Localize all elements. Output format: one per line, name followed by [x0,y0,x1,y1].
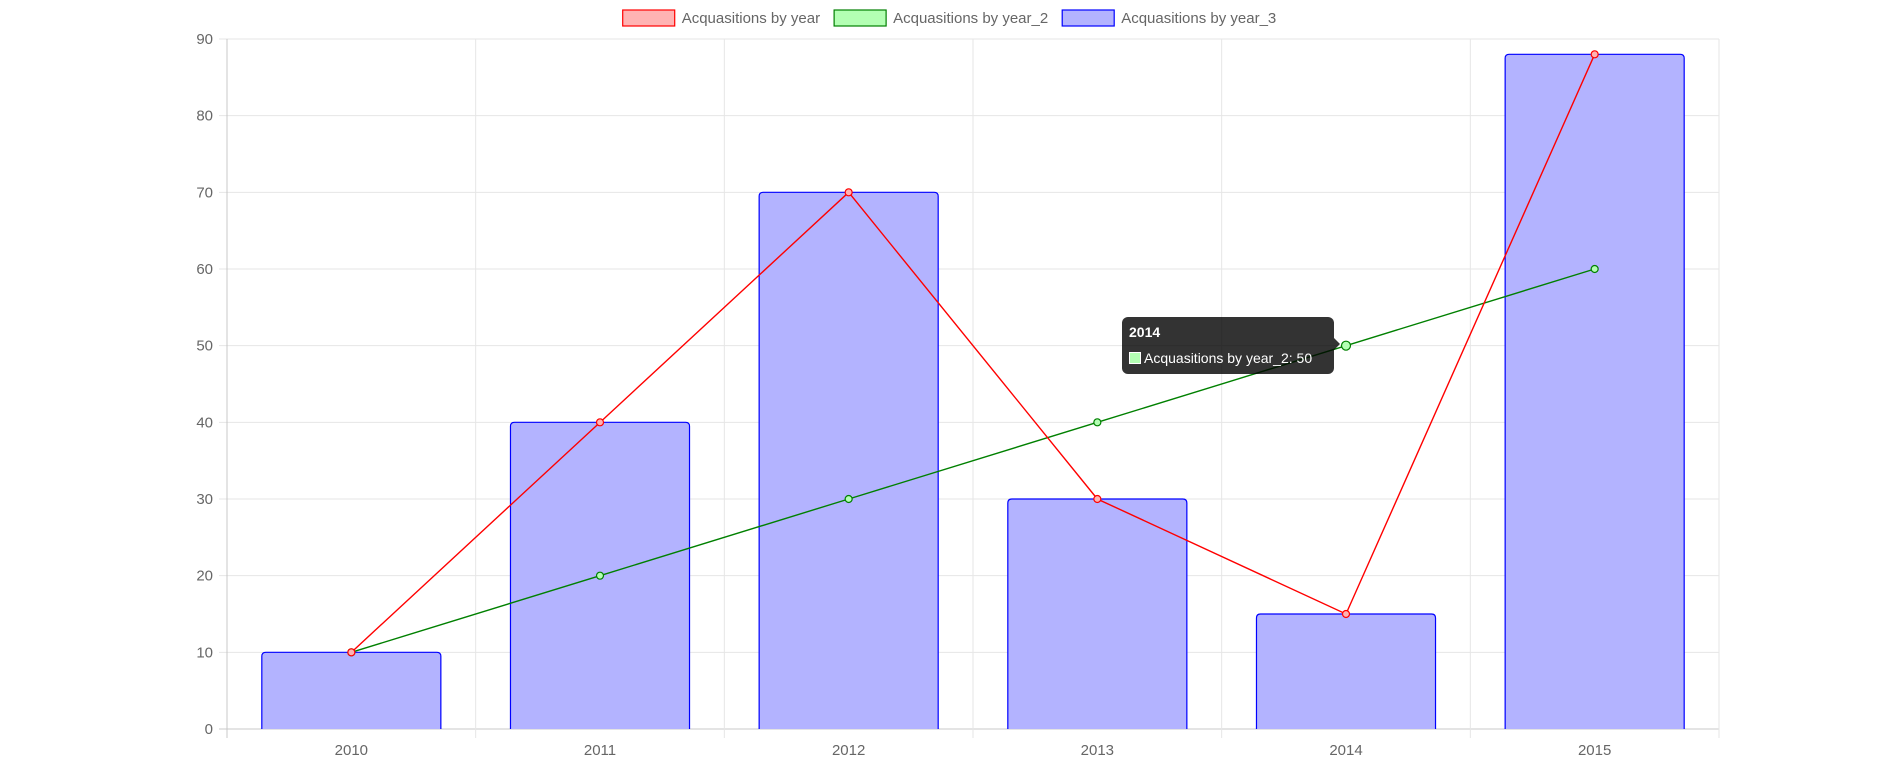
legend-swatch [622,9,676,27]
x-tick-label: 2010 [335,742,368,758]
grid [219,38,1720,738]
x-axis-ticks: 2010 2011 2012 2013 2014 2015 [335,742,1612,759]
legend-swatch [1061,9,1115,27]
tooltip-label: Acquasitions by year_2: 50 [1144,350,1313,366]
y-tick-label: 50 [196,338,213,355]
y-tick-label: 0 [205,721,213,738]
y-tick-label: 60 [196,261,213,278]
tooltip-title: 2014 [1129,324,1161,340]
data-point [595,571,605,580]
tooltip: 2014 Acquasitions by year_2: 50 [1122,317,1340,374]
data-point [1341,609,1351,619]
y-tick-label: 10 [196,644,213,661]
tooltip-row: Acquasitions by year_2: 50 [1129,349,1327,367]
data-point [1340,340,1352,351]
tooltip-color-swatch [1129,352,1141,364]
legend-label: Acquasitions by year_2 [893,10,1048,27]
legend-item: Acquasitions by year_2 [833,9,1048,27]
y-tick-label: 30 [196,491,213,508]
bar [1504,53,1685,729]
y-tick-label: 40 [196,414,213,431]
bar [1007,498,1188,729]
line-series [350,54,1596,654]
y-tick-label: 80 [196,108,213,125]
y-tick-label: 70 [196,184,213,201]
data-point [1093,494,1102,504]
series-line [350,54,1596,653]
data-points [347,50,1599,657]
bar-series [261,53,1685,729]
x-tick-label: 2015 [1578,742,1611,758]
legend-label: Acquasitions by year [682,10,820,27]
x-tick-label: 2014 [1329,742,1362,758]
data-point [1590,50,1599,59]
x-tick-label: 2012 [832,742,865,758]
legend: Acquasitions by year Acquasitions by year… [622,9,1276,27]
bar [261,651,442,729]
legend-label: Acquasitions by year_3 [1121,10,1276,27]
data-point [844,188,853,197]
series-line [351,268,1595,654]
data-point [1093,418,1102,427]
y-axis-ticks: 0 10 20 30 40 50 60 70 80 90 [196,31,213,738]
data-point [844,494,853,504]
x-tick-label: 2013 [1081,742,1114,758]
y-tick-label: 90 [196,31,213,48]
bar [758,191,939,729]
x-tick-label: 2011 [584,742,616,758]
data-point [347,648,356,657]
y-tick-label: 20 [196,568,213,585]
legend-item: Acquasitions by year_3 [1061,9,1276,27]
legend-item: Acquasitions by year [622,9,820,27]
legend-swatch [833,9,887,27]
data-point [1590,264,1599,274]
data-point [595,418,605,427]
bar [1255,613,1437,729]
